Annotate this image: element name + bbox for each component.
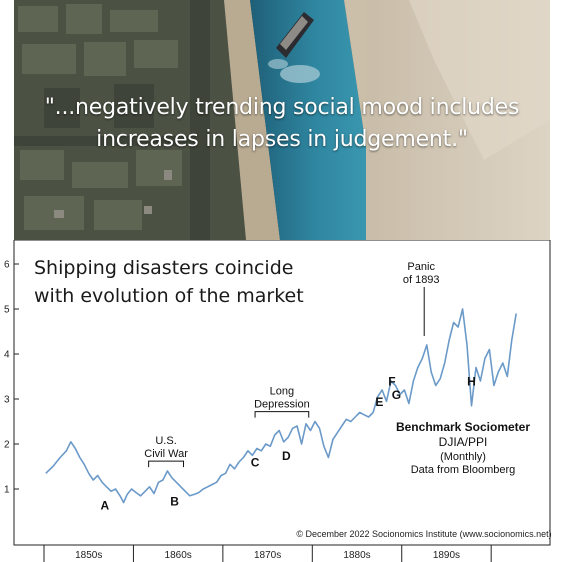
- annotation-b: B: [170, 495, 179, 509]
- annotation-h: H: [467, 375, 476, 389]
- annotation-e: E: [375, 395, 383, 409]
- annotation-a: A: [100, 498, 109, 512]
- y-tick-label: 3: [4, 395, 10, 406]
- legend: Benchmark Sociometer DJIA/PPI (Monthly) …: [396, 420, 530, 476]
- x-tick-label: 1890s: [433, 550, 460, 561]
- callout-line-1: Panic: [407, 261, 435, 273]
- x-tick-label: 1860s: [165, 550, 192, 561]
- annotation-g: G: [392, 388, 401, 402]
- annotation-f: F: [388, 375, 395, 389]
- y-axis: 1 2 3 4 5 6: [4, 260, 19, 496]
- event-label-line-1: Long: [270, 386, 294, 398]
- event-bracket: [254, 411, 310, 418]
- quote-text: "...negatively trending social mood incl…: [14, 92, 550, 156]
- y-tick-label: 5: [4, 305, 10, 316]
- callout-line-2: of 1893: [403, 274, 440, 286]
- satellite-photo: [14, 0, 550, 240]
- y-tick-label: 1: [4, 485, 10, 496]
- event-label-line-1: U.S.: [155, 435, 176, 447]
- event-label-line-2: Depression: [254, 399, 310, 411]
- event-bracket: [148, 460, 185, 468]
- y-tick-label: 4: [4, 350, 10, 361]
- series-line-djia-ppi: [45, 308, 517, 504]
- x-tick-label: 1880s: [343, 550, 370, 561]
- chart-title-line-2: with evolution of the market: [34, 285, 304, 307]
- x-axis: 1850s 1860s 1870s 1880s 1890s: [43, 545, 492, 562]
- annotation-d: D: [282, 449, 291, 463]
- chart-frame: [13, 240, 551, 546]
- y-tick-label: 6: [4, 260, 10, 271]
- quote-line-2: increases in lapses in judgement.": [96, 127, 468, 152]
- legend-line-1: Benchmark Sociometer: [396, 420, 530, 434]
- legend-line-2: DJIA/PPI: [439, 435, 488, 449]
- x-tick-label: 1850s: [75, 550, 102, 561]
- chart-title-line-1: Shipping disasters coincide: [34, 257, 293, 279]
- copyright: © December 2022 Socionomics Institute (w…: [296, 529, 551, 539]
- annotation-c: C: [251, 456, 260, 470]
- chart-canvas: 1 2 3 4 5 6 1850s 1860s 1870s 1880s 1890s A B C D EFG…: [4, 240, 552, 562]
- legend-line-4: Data from Bloomberg: [411, 464, 516, 476]
- legend-line-3: (Monthly): [440, 451, 486, 463]
- quote-line-1: "...negatively trending social mood incl…: [44, 95, 520, 120]
- x-tick-label: 1870s: [254, 550, 281, 561]
- event-label-line-2: Civil War: [144, 448, 188, 460]
- y-tick-label: 2: [4, 440, 10, 451]
